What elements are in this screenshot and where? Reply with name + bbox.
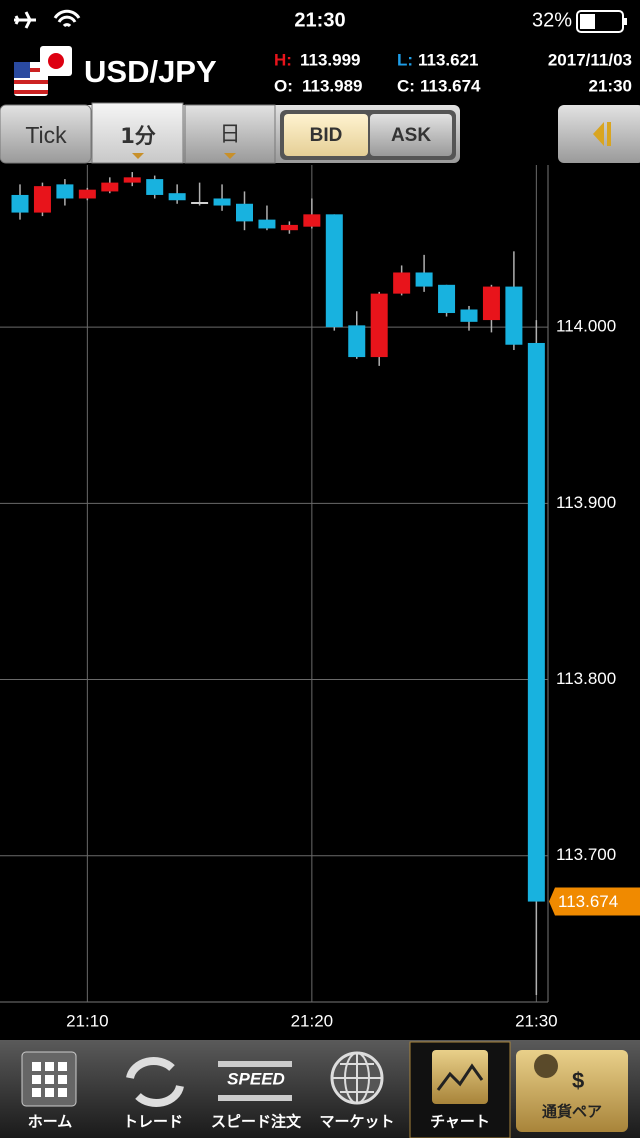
day-label[interactable]: 日	[220, 122, 241, 146]
ask-button[interactable]	[370, 114, 452, 156]
toolbar: Tick 1分 日 BID ASK	[0, 102, 640, 164]
currency-icon-symbol: $	[572, 1068, 584, 1093]
ask-label[interactable]: ASK	[391, 125, 431, 146]
tick-button[interactable]	[0, 104, 92, 164]
current-price-label: 113.674	[558, 892, 618, 911]
y-tick-label: 113.700	[556, 845, 616, 864]
candle-body	[213, 198, 231, 206]
battery-icon	[576, 10, 624, 33]
globe-lines	[332, 1052, 382, 1104]
candle-body	[280, 224, 298, 231]
candle-body	[505, 286, 523, 345]
home-icon-grid	[32, 1062, 67, 1097]
battery-level	[580, 14, 595, 29]
candle-body	[101, 182, 119, 192]
low-label: L:	[397, 50, 413, 69]
candle-body	[482, 286, 500, 321]
battery-tip	[624, 18, 627, 25]
chart: 113.700 113.800 113.900 114.000 21:10 21:20 21…	[0, 165, 640, 1030]
close-label: C:	[397, 76, 415, 95]
candle-body	[123, 177, 141, 183]
x-tick-label: 21:10	[66, 1011, 109, 1030]
candle-body	[56, 184, 74, 199]
high-label: H:	[274, 50, 292, 69]
us-flag-stripe	[14, 90, 48, 94]
candle-body	[370, 293, 388, 358]
pair-header: USD/JPY H: 113.999 L: 113.621 2017/11/03…	[14, 46, 632, 96]
y-tick-label: 113.800	[556, 669, 616, 688]
close-value: 113.674	[420, 76, 481, 95]
candle-body	[78, 189, 96, 199]
bid-label[interactable]: BID	[310, 125, 343, 146]
open-value: 113.989	[302, 76, 363, 95]
low-value: 113.621	[418, 50, 479, 69]
tab-label[interactable]: トレード	[123, 1113, 183, 1131]
candle-body	[415, 272, 433, 287]
x-tick-label: 21:30	[515, 1011, 558, 1030]
speed-tab[interactable]: SPEED スピード注文	[211, 1061, 302, 1131]
current-price-marker	[549, 887, 640, 916]
candle-body	[33, 186, 51, 213]
speed-icon-text: SPEED	[227, 1069, 285, 1088]
chart-icon	[432, 1050, 488, 1104]
candle-body	[146, 179, 164, 195]
tab-label[interactable]: スピード注文	[211, 1113, 302, 1131]
candle-body	[527, 342, 545, 902]
us-flag-stripe	[14, 80, 48, 84]
dropdown-arrow	[132, 153, 144, 159]
y-tick-label: 113.900	[556, 493, 616, 512]
speed-icon	[218, 1061, 292, 1101]
tab-label[interactable]: 通貨ペア	[542, 1103, 602, 1121]
status-bar: 21:30 32%	[14, 9, 627, 33]
x-tick-label: 21:20	[291, 1011, 334, 1030]
currency-icon	[534, 1054, 558, 1078]
us-flag-canton	[14, 62, 30, 78]
tick-label[interactable]: Tick	[25, 122, 67, 148]
tab-bar: ホーム トレード SPEED スピード注文 マーケット チャート $ 通貨ペア	[0, 1040, 640, 1138]
tab-label[interactable]: ホーム	[28, 1113, 73, 1131]
chart-icon-line	[436, 1063, 484, 1091]
chart-tab[interactable]: チャート	[409, 1041, 511, 1138]
tab-label[interactable]: マーケット	[319, 1113, 394, 1131]
y-tick-label: 114.000	[556, 317, 616, 336]
panel-toggle-arrow	[593, 122, 604, 146]
candle-body	[191, 202, 209, 205]
candle-body	[348, 325, 366, 358]
trade-icon	[126, 1056, 184, 1108]
bid-button[interactable]	[284, 114, 368, 156]
candle-body	[325, 214, 343, 328]
candle-body	[460, 309, 478, 322]
market-tab[interactable]: マーケット	[319, 1051, 395, 1131]
candle-body	[236, 203, 253, 222]
candle-body	[438, 284, 456, 314]
date: 2017/11/03	[548, 50, 632, 69]
jp-flag-sun	[48, 53, 64, 69]
pair-name: USD/JPY	[84, 54, 217, 89]
candle-body	[168, 193, 186, 201]
high-value: 113.999	[300, 50, 361, 69]
us-flag-stripe	[30, 68, 48, 72]
battery-percent: 32%	[532, 9, 572, 31]
panel-toggle-bar	[607, 122, 611, 146]
time: 21:30	[589, 76, 632, 95]
airplane-icon	[14, 11, 36, 29]
home-tab[interactable]: ホーム	[21, 1051, 77, 1131]
candle-body	[303, 214, 321, 227]
currency-pair-tab[interactable]: $ 通貨ペア	[516, 1050, 628, 1132]
trade-tab[interactable]: トレード	[123, 1056, 184, 1131]
minute-label[interactable]: 1分	[120, 124, 156, 148]
candle-body	[393, 272, 411, 294]
wifi-icon	[53, 9, 81, 28]
tab-label[interactable]: チャート	[430, 1113, 490, 1131]
candle-body	[258, 219, 276, 229]
candle-body	[11, 194, 29, 213]
open-label: O:	[274, 76, 293, 95]
status-time: 21:30	[294, 9, 345, 31]
dropdown-arrow	[224, 153, 236, 159]
